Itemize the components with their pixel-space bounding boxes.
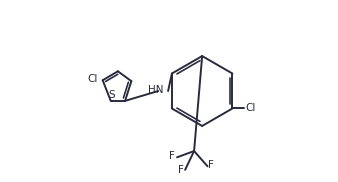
Text: F: F: [169, 151, 175, 161]
Text: S: S: [108, 90, 115, 100]
Text: F: F: [178, 165, 184, 175]
Text: Cl: Cl: [88, 74, 98, 84]
Text: F: F: [209, 160, 214, 170]
Text: Cl: Cl: [245, 104, 255, 113]
Text: HN: HN: [148, 85, 164, 95]
